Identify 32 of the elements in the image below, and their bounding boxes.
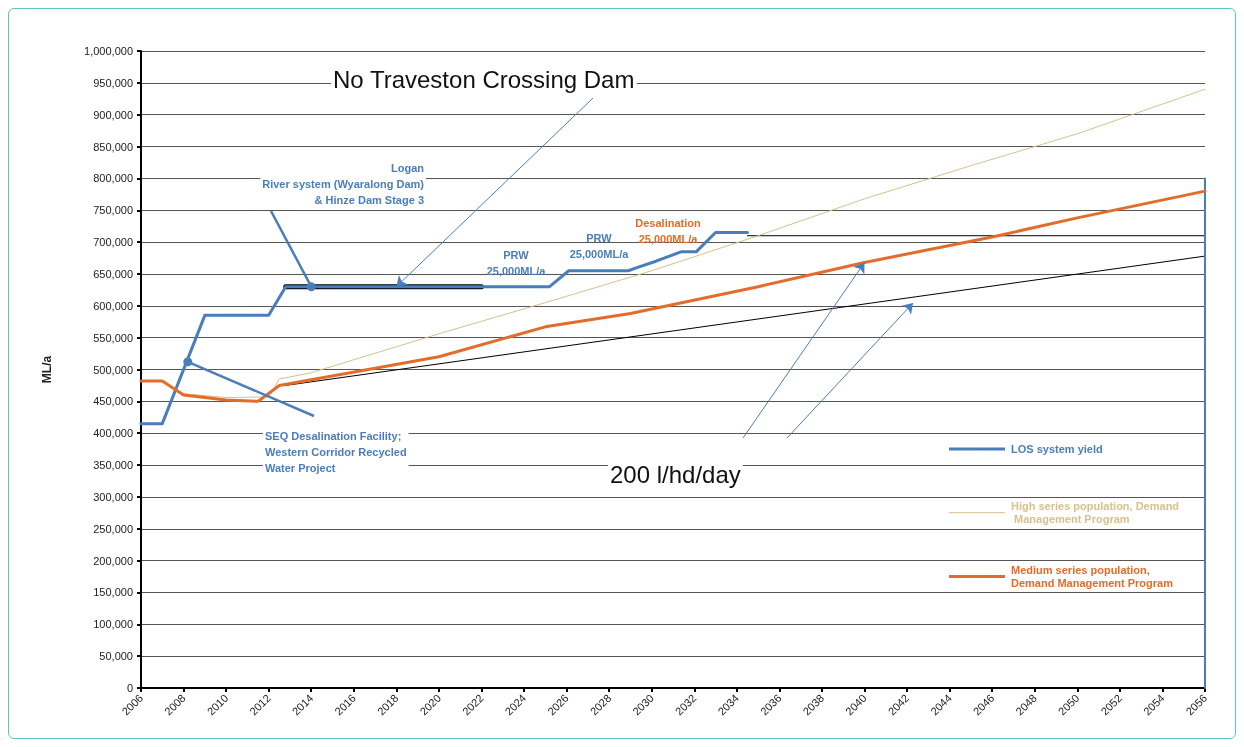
y-tick-label: 750,000 <box>93 204 133 217</box>
y-tick-label: 900,000 <box>93 108 133 121</box>
text: High series population, Demand Management Program <box>1011 500 1180 526</box>
y-tick-label: 150,000 <box>93 586 133 599</box>
annotation: SEQ Desalination Facility; Western Corridor Recycled Water Project <box>265 429 407 474</box>
y-tick-label: 450,000 <box>93 395 133 408</box>
annotation: PRW 25,000ML/a <box>486 248 547 277</box>
text: Medium series population, Demand Management Program <box>1011 563 1174 589</box>
y-tick-label: 500,000 <box>93 363 133 376</box>
text: LOS system yield <box>1011 443 1103 455</box>
y-tick-label: 550,000 <box>93 331 133 344</box>
y-tick-label: 800,000 <box>93 172 133 185</box>
y-axis-title: ML/a <box>40 355 54 384</box>
y-tick-label: 1,000,000 <box>84 45 133 57</box>
y-tick-label: 600,000 <box>93 299 133 312</box>
y-tick-label: 250,000 <box>93 522 133 535</box>
y-tick-label: 100,000 <box>93 618 133 631</box>
annotation: Desalination 25,000ML/a <box>635 216 701 245</box>
annotation: PRW 25,000ML/a <box>569 231 630 260</box>
y-tick-label: 700,000 <box>93 236 133 249</box>
annotation: Logan River system (Wyaralong Dam) & Hinze Dam Stage 3 <box>262 161 425 206</box>
annotation: 200 l/hd/day <box>610 460 741 488</box>
y-tick-label: 650,000 <box>93 267 133 280</box>
y-tick-label: 200,000 <box>93 554 133 567</box>
y-tick-label: 300,000 <box>93 490 133 503</box>
y-tick-label: 50,000 <box>99 650 133 663</box>
y-tick-label: 350,000 <box>93 459 133 472</box>
y-tick-label: 950,000 <box>93 76 133 89</box>
y-tick-label: 850,000 <box>93 140 133 153</box>
annotation: No Traveston Crossing Dam <box>333 65 635 93</box>
y-tick-label: 0 <box>126 682 133 694</box>
y-tick-label: 400,000 <box>93 427 133 440</box>
